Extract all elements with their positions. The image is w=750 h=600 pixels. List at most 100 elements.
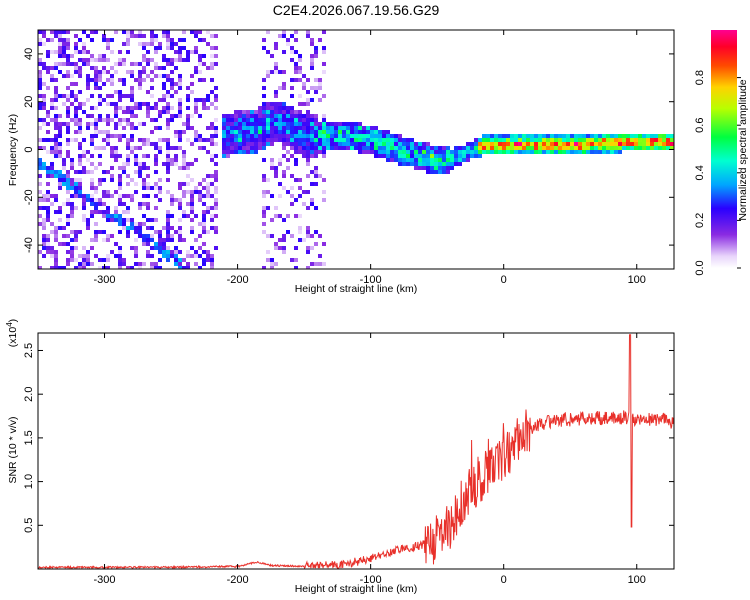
- heatmap-cell: [282, 154, 286, 158]
- heatmap-cell: [110, 38, 114, 42]
- heatmap-cell: [74, 106, 78, 110]
- heatmap-cell: [298, 150, 302, 154]
- heatmap-cell: [294, 178, 298, 182]
- heatmap-cell: [310, 118, 314, 122]
- heatmap-cell: [654, 142, 658, 146]
- heatmap-cell: [182, 46, 186, 50]
- spectrogram-x-axis-label: Height of straight line (km): [295, 283, 418, 295]
- heatmap-cell: [242, 138, 246, 142]
- heatmap-cell: [58, 266, 62, 269]
- heatmap-cell: [98, 202, 102, 206]
- heatmap-cell: [270, 102, 274, 106]
- heatmap-cell: [246, 150, 250, 154]
- heatmap-cell: [42, 222, 46, 226]
- heatmap-cell: [286, 230, 290, 234]
- heatmap-cell: [226, 146, 230, 150]
- heatmap-cell: [642, 146, 646, 150]
- heatmap-cell: [378, 130, 382, 134]
- heatmap-cell: [266, 118, 270, 122]
- heatmap-cell: [74, 258, 78, 262]
- heatmap-cell: [346, 134, 350, 138]
- heatmap-cell: [394, 154, 398, 158]
- heatmap-cell: [206, 254, 210, 258]
- heatmap-cell: [494, 134, 498, 138]
- heatmap-cell: [150, 70, 154, 74]
- heatmap-cell: [262, 94, 266, 98]
- heatmap-cell: [122, 58, 126, 62]
- heatmap-cell: [462, 158, 466, 162]
- heatmap-cell: [130, 62, 134, 66]
- heatmap-cell: [278, 86, 282, 90]
- heatmap-cell: [38, 146, 42, 150]
- heatmap-cell: [534, 142, 538, 146]
- heatmap-cell: [386, 158, 390, 162]
- heatmap-cell: [246, 118, 250, 122]
- heatmap-cell: [74, 178, 78, 182]
- heatmap-cell: [194, 238, 198, 242]
- heatmap-cell: [98, 258, 102, 262]
- heatmap-cell: [178, 202, 182, 206]
- heatmap-cell: [138, 34, 142, 38]
- heatmap-cell: [554, 146, 558, 150]
- heatmap-cell: [54, 150, 58, 154]
- heatmap-cell: [58, 150, 62, 154]
- heatmap-cell: [74, 70, 78, 74]
- heatmap-cell: [558, 142, 562, 146]
- heatmap-cell: [354, 130, 358, 134]
- heatmap-cell: [114, 102, 118, 106]
- heatmap-cell: [54, 86, 58, 90]
- heatmap-cell: [94, 126, 98, 130]
- heatmap-cell: [86, 86, 90, 90]
- heatmap-cell: [170, 198, 174, 202]
- heatmap-cell: [70, 82, 74, 86]
- heatmap-cell: [166, 126, 170, 130]
- heatmap-cell: [542, 134, 546, 138]
- heatmap-cell: [54, 230, 58, 234]
- heatmap-cell: [198, 234, 202, 238]
- heatmap-cell: [326, 146, 330, 150]
- heatmap-cell: [134, 254, 138, 258]
- heatmap-cell: [70, 54, 74, 58]
- heatmap-cell: [126, 154, 130, 158]
- heatmap-cell: [406, 154, 410, 158]
- y-tick-label: -40: [23, 237, 35, 253]
- heatmap-cell: [298, 130, 302, 134]
- heatmap-cell: [114, 90, 118, 94]
- heatmap-cell: [262, 134, 266, 138]
- heatmap-cell: [170, 94, 174, 98]
- heatmap-cell: [102, 38, 106, 42]
- heatmap-cell: [274, 90, 278, 94]
- heatmap-cell: [154, 158, 158, 162]
- heatmap-cell: [274, 122, 278, 126]
- heatmap-cell: [178, 46, 182, 50]
- heatmap-cell: [622, 138, 626, 142]
- heatmap-cell: [514, 134, 518, 138]
- heatmap-cell: [658, 142, 662, 146]
- heatmap-cell: [138, 226, 142, 230]
- heatmap-cell: [234, 114, 238, 118]
- heatmap-cell: [406, 150, 410, 154]
- heatmap-cell: [126, 106, 130, 110]
- x-tick-label: 100: [628, 574, 646, 586]
- heatmap-cell: [162, 74, 166, 78]
- heatmap-cell: [190, 178, 194, 182]
- heatmap-cell: [174, 162, 178, 166]
- heatmap-cell: [354, 142, 358, 146]
- heatmap-cell: [654, 134, 658, 138]
- heatmap-cell: [474, 146, 478, 150]
- heatmap-cell: [402, 142, 406, 146]
- heatmap-cell: [178, 226, 182, 230]
- heatmap-cell: [506, 146, 510, 150]
- heatmap-cell: [66, 178, 70, 182]
- heatmap-cell: [314, 262, 318, 266]
- heatmap-cell: [418, 162, 422, 166]
- heatmap-cell: [390, 150, 394, 154]
- heatmap-cell: [378, 150, 382, 154]
- heatmap-cell: [90, 38, 94, 42]
- heatmap-cell: [478, 150, 482, 154]
- heatmap-cell: [278, 110, 282, 114]
- heatmap-cell: [510, 134, 514, 138]
- heatmap-cell: [178, 230, 182, 234]
- heatmap-cell: [458, 150, 462, 154]
- heatmap-cell: [294, 162, 298, 166]
